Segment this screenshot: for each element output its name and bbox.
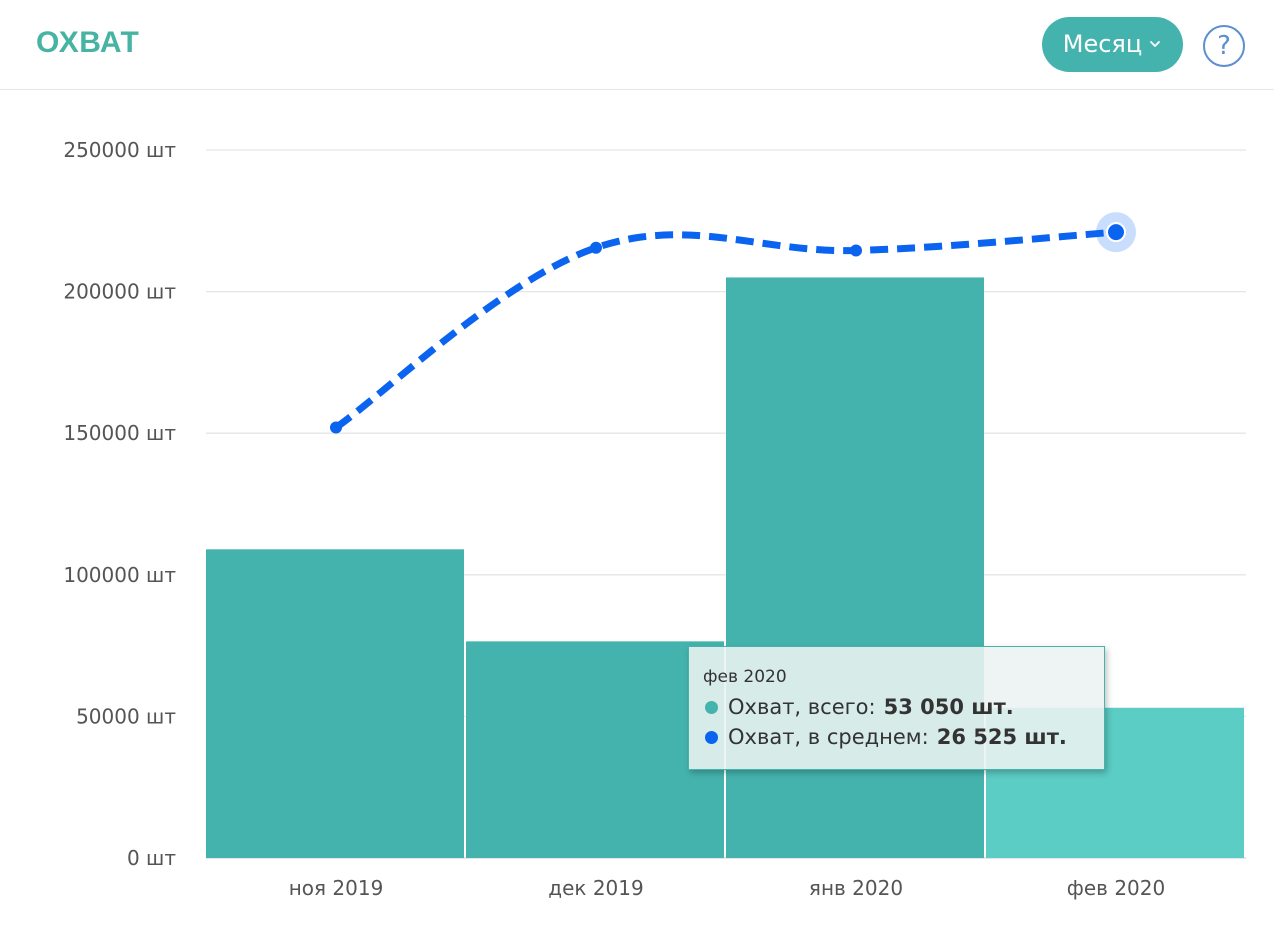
chevron-down-icon	[1150, 40, 1161, 47]
bar	[206, 549, 464, 858]
line-point	[590, 241, 602, 254]
y-tick-label: 100000 шт	[63, 563, 176, 587]
line-point	[1106, 222, 1126, 243]
tooltip-row-label: Охват, всего:	[728, 695, 876, 719]
x-tick-label: ноя 2019	[289, 876, 384, 900]
chart-title: ОХВАТ	[36, 26, 140, 59]
x-tick-label: фев 2020	[1067, 876, 1165, 900]
line-series	[330, 212, 1136, 434]
y-tick-label: 150000 шт	[63, 421, 176, 445]
y-tick-label: 250000 шт	[63, 138, 176, 162]
average-line	[334, 228, 1117, 431]
x-tick-label: янв 2020	[809, 876, 903, 900]
tooltip-title: фев 2020	[703, 667, 787, 687]
x-axis: ноя 2019 дек 2019 янв 2020 фев 2020	[289, 876, 1166, 900]
y-axis: 0 шт 50000 шт 100000 шт 150000 шт 200000 шт 2…	[63, 138, 176, 870]
period-select-button[interactable]: Месяц	[1042, 17, 1183, 72]
tooltip-row-label: Охват, в среднем:	[728, 725, 929, 749]
bar-series	[206, 277, 1244, 858]
series-marker-icon	[705, 730, 718, 744]
y-tick-label: 0 шт	[127, 846, 176, 870]
help-icon[interactable]: ?	[1203, 25, 1245, 67]
chart-header: ОХВАТ Месяц ?	[0, 0, 1274, 90]
tooltip-row-average: Охват, в среднем: 26 525 шт.	[705, 725, 1067, 749]
y-tick-label: 50000 шт	[76, 704, 176, 728]
y-tick-label: 200000 шт	[63, 280, 176, 304]
reach-chart: 0 шт 50000 шт 100000 шт 150000 шт 200000 шт 2…	[63, 138, 1246, 900]
tooltip-row-total: Охват, всего: 53 050 шт.	[705, 695, 1014, 719]
x-tick-label: дек 2019	[548, 876, 643, 900]
bar	[466, 641, 724, 858]
line-point	[330, 421, 342, 434]
bar	[726, 277, 984, 858]
period-label: Месяц	[1062, 29, 1143, 58]
tooltip-row-value: 53 050 шт.	[883, 695, 1014, 719]
series-marker-icon	[705, 700, 718, 714]
tooltip-row-value: 26 525 шт.	[936, 725, 1067, 749]
line-point	[850, 244, 862, 257]
chart-tooltip: фев 2020 Охват, всего: 53 050 шт. Охват,…	[688, 646, 1105, 770]
